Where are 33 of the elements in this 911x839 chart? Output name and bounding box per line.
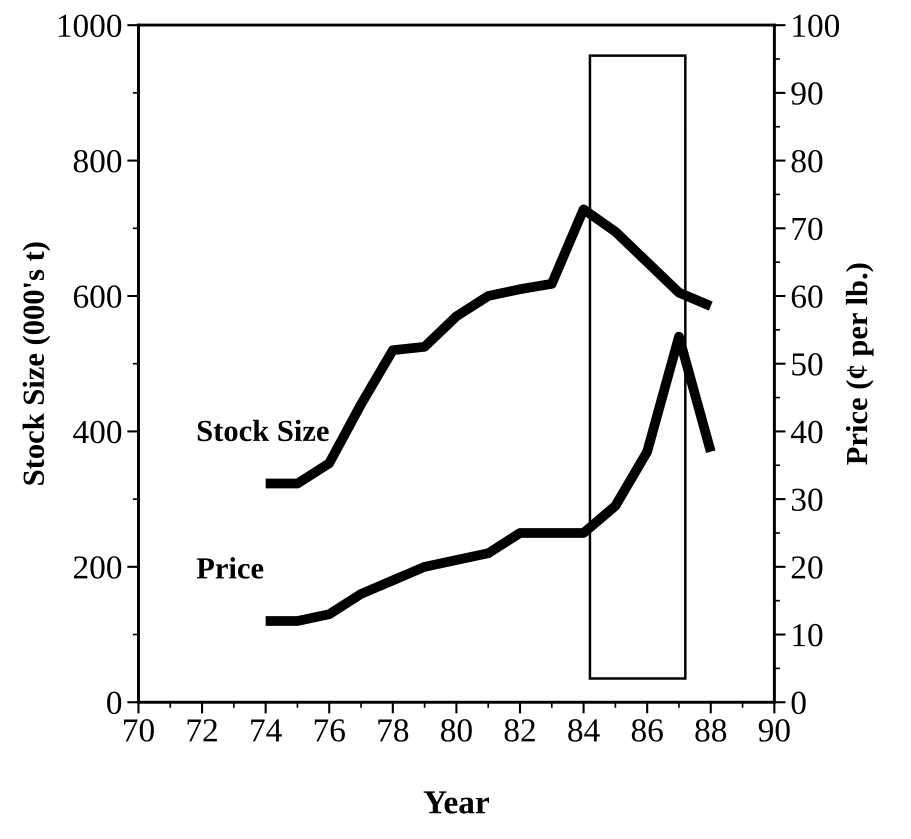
x-tick-label: 86	[632, 719, 663, 742]
x-tick-label: 78	[378, 719, 408, 742]
y2-tick-label: 60	[792, 285, 822, 308]
x-tick-label: 82	[504, 719, 535, 742]
x-tick-label: 76	[314, 719, 345, 742]
x-tick-label: 72	[188, 719, 217, 742]
y2-tick-label: 70	[792, 218, 822, 240]
series-label: Price	[196, 557, 264, 579]
y2-tick-label: 10	[793, 624, 822, 646]
y-tick-label: 0	[107, 692, 122, 714]
series-label: Stock Size	[198, 420, 329, 442]
y2-tick-label: 100	[793, 14, 840, 38]
y-tick-label: 200	[74, 556, 122, 579]
y2-tick-label: 80	[792, 150, 822, 172]
x-tick-label: 88	[695, 719, 726, 742]
x-tick-label: 90	[758, 719, 790, 742]
x-axis-title: Year	[424, 791, 489, 814]
y2-tick-label: 30	[792, 488, 822, 512]
y-axis-title: Stock Size (000's t)	[22, 242, 50, 485]
y2-axis-title: Price (¢ per lb.)	[846, 264, 874, 465]
y2-tick-label: 0	[792, 692, 806, 714]
y2-tick-label: 20	[792, 556, 822, 579]
x-tick-label: 80	[441, 719, 472, 742]
x-tick-label: 84	[568, 719, 600, 742]
y2-tick-label: 40	[790, 420, 822, 444]
y2-tick-label: 90	[791, 82, 822, 105]
x-tick-label: 74	[251, 719, 282, 742]
x-tick-label: 70	[124, 719, 154, 742]
y-tick-label: 400	[73, 420, 122, 444]
y-tick-label: 600	[74, 285, 122, 308]
y2-tick-label: 50	[792, 353, 822, 376]
y-tick-label: 800	[74, 150, 122, 172]
y-tick-label: 1000	[58, 14, 122, 38]
